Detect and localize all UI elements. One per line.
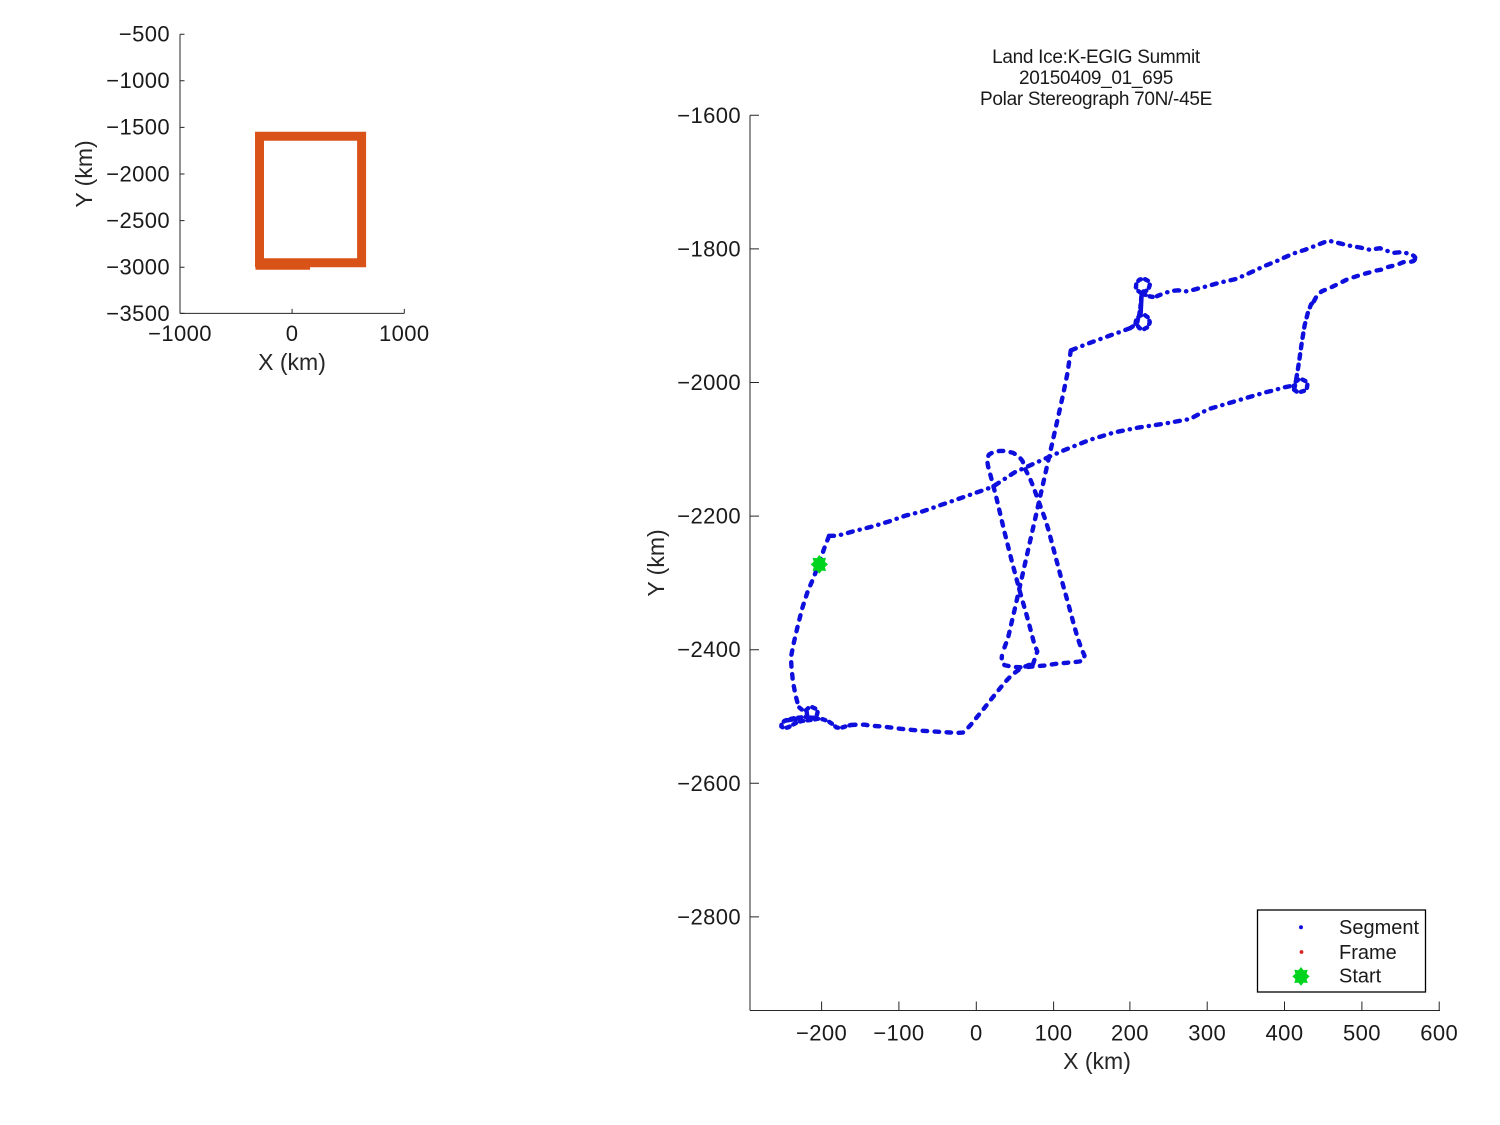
svg-text:Start: Start: [1339, 966, 1382, 988]
svg-text:1000: 1000: [379, 321, 430, 346]
svg-text:−1000: −1000: [106, 68, 170, 93]
svg-text:−3000: −3000: [106, 255, 170, 280]
svg-text:Polar Stereograph 70N/-45E: Polar Stereograph 70N/-45E: [980, 89, 1212, 110]
svg-text:100: 100: [1035, 1021, 1073, 1046]
svg-text:Segment: Segment: [1339, 917, 1419, 939]
svg-text:−1800: −1800: [677, 236, 741, 261]
svg-text:−2200: −2200: [677, 504, 741, 529]
svg-text:−1500: −1500: [106, 115, 170, 140]
svg-text:X (km): X (km): [1063, 1048, 1131, 1074]
svg-text:−100: −100: [873, 1021, 924, 1046]
svg-text:200: 200: [1111, 1021, 1149, 1046]
svg-text:−500: −500: [119, 22, 170, 47]
svg-text:−2400: −2400: [677, 637, 741, 662]
svg-text:−1000: −1000: [148, 321, 212, 346]
svg-text:−3500: −3500: [106, 301, 170, 326]
svg-text:Frame: Frame: [1339, 942, 1397, 964]
svg-text:−2600: −2600: [677, 771, 741, 796]
svg-text:Y (km): Y (km): [71, 140, 97, 207]
svg-text:Y (km): Y (km): [643, 529, 669, 596]
svg-text:400: 400: [1266, 1021, 1304, 1046]
svg-text:−2000: −2000: [106, 161, 170, 186]
svg-text:−2800: −2800: [677, 904, 741, 929]
svg-text:−2000: −2000: [677, 370, 741, 395]
svg-text:0: 0: [970, 1021, 983, 1046]
svg-text:300: 300: [1188, 1021, 1226, 1046]
svg-text:−1600: −1600: [677, 103, 741, 128]
svg-text:500: 500: [1343, 1021, 1381, 1046]
svg-text:0: 0: [286, 321, 299, 346]
svg-text:X (km): X (km): [258, 349, 326, 375]
svg-text:Land Ice:K-EGIG Summit: Land Ice:K-EGIG Summit: [992, 47, 1201, 68]
svg-text:600: 600: [1420, 1021, 1458, 1046]
svg-text:20150409_01_695: 20150409_01_695: [1019, 68, 1173, 89]
svg-text:−2500: −2500: [106, 208, 170, 233]
svg-text:−200: −200: [796, 1021, 847, 1046]
